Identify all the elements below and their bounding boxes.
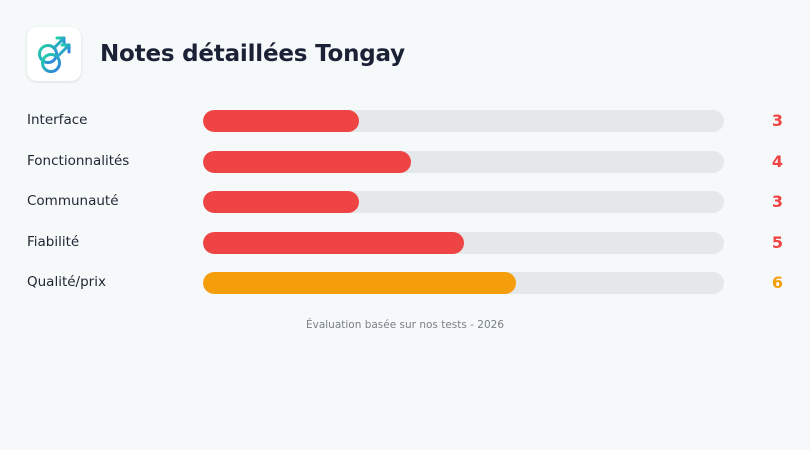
bar xyxy=(203,150,412,173)
bar-track xyxy=(203,231,724,254)
header: Notes détaillées Tongay xyxy=(27,27,405,81)
bar-value-label: 4 xyxy=(771,151,783,171)
bar-row: Qualité/prix 6 xyxy=(0,272,810,294)
category-label: Communauté xyxy=(27,193,119,209)
bar-row: Interface 3 xyxy=(0,110,810,132)
bar xyxy=(203,272,516,294)
bar-value-label: 6 xyxy=(771,273,783,292)
app-logo xyxy=(27,27,81,81)
bar-row: Fiabilité 5 xyxy=(0,231,810,254)
bar xyxy=(203,110,360,132)
category-label: Interface xyxy=(27,112,88,128)
bar xyxy=(203,191,360,213)
bar-track xyxy=(203,110,724,132)
bar-row: Fonctionnalités 4 xyxy=(0,150,810,173)
bar-track xyxy=(203,191,724,213)
bar-value-label: 3 xyxy=(771,192,783,211)
male-male-symbol-icon xyxy=(38,36,71,73)
category-label: Qualité/prix xyxy=(27,274,106,290)
category-label: Fonctionnalités xyxy=(27,152,130,169)
bar-value-label: 3 xyxy=(771,111,783,130)
bar-value-label: 5 xyxy=(771,232,783,252)
footnote: Évaluation basée sur nos tests - 2026 xyxy=(305,319,505,331)
chart-title: Notes détaillées Tongay xyxy=(100,41,405,67)
bar-track xyxy=(203,272,724,294)
bar-row: Communauté 3 xyxy=(0,191,810,213)
bar-track xyxy=(203,150,724,173)
category-label: Fiabilité xyxy=(27,233,80,250)
bar xyxy=(203,231,464,254)
